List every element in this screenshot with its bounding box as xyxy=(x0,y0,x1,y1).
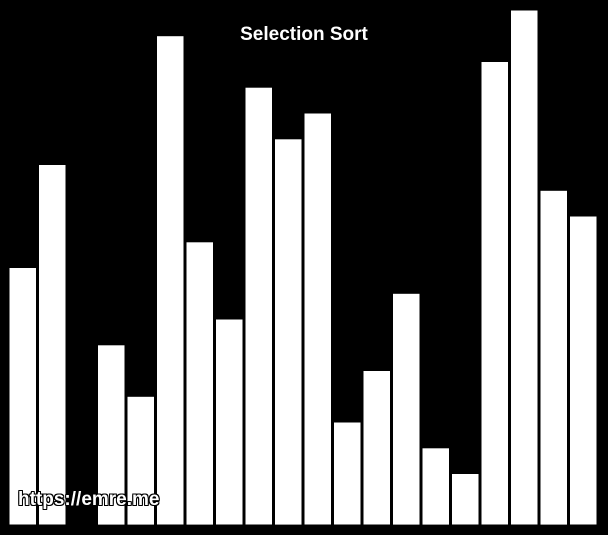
bar-14 xyxy=(392,292,421,526)
bar-9 xyxy=(244,86,273,526)
bar-2 xyxy=(38,164,67,526)
bar-17 xyxy=(480,61,509,526)
bar-11 xyxy=(303,112,332,526)
bar-8 xyxy=(215,318,244,526)
chart-title: Selection Sort xyxy=(240,24,368,45)
bar-13 xyxy=(362,370,391,526)
watermark-link[interactable]: https://emre.me xyxy=(18,489,160,510)
bar-12 xyxy=(333,421,362,526)
bar-20 xyxy=(569,215,598,526)
bar-10 xyxy=(274,138,303,526)
bar-19 xyxy=(539,189,568,526)
bar-4 xyxy=(97,344,126,526)
bar-16 xyxy=(451,473,480,526)
bar-15 xyxy=(421,447,450,526)
bar-5 xyxy=(126,395,155,526)
bar-1 xyxy=(8,267,37,526)
bar-18 xyxy=(510,9,539,526)
bar-7 xyxy=(185,241,214,526)
bar-6 xyxy=(156,35,185,526)
